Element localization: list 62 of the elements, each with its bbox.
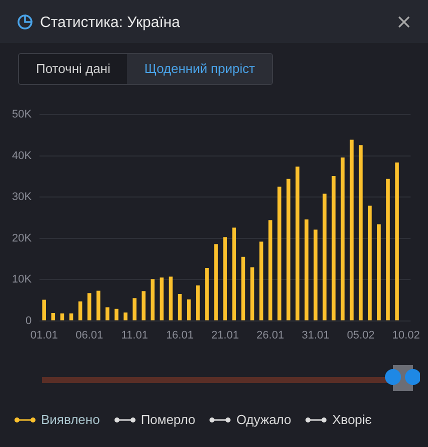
y-tick-label: 50K: [12, 108, 32, 121]
bar: [42, 300, 46, 320]
bar: [150, 279, 155, 320]
bar: [386, 178, 390, 320]
bar: [322, 194, 327, 320]
text: Поточні дані: [19, 54, 128, 84]
bar: [268, 220, 272, 320]
bar: [241, 256, 246, 320]
bar: [186, 299, 191, 320]
bar: [114, 308, 118, 320]
bar: [178, 294, 182, 320]
bar: [340, 157, 345, 320]
bar: [332, 176, 336, 320]
bar: [106, 307, 110, 320]
bar: [350, 140, 354, 320]
bar: [60, 313, 64, 320]
y-tick-label: 0: [25, 314, 32, 327]
x-tick-label: 11.01: [121, 329, 148, 342]
bar: [368, 206, 372, 320]
bar: [132, 298, 136, 320]
bar: [160, 278, 164, 320]
bar: [314, 230, 318, 320]
y-tick-label: 40K: [12, 150, 32, 162]
chart-title: Статистика: Україна: [40, 14, 180, 31]
bar: [277, 186, 282, 320]
y-tick-label: 30K: [12, 191, 32, 204]
bar: [124, 312, 128, 320]
bar: [296, 166, 300, 320]
bar: [168, 276, 173, 320]
bar: [51, 312, 56, 320]
x-tick-label: 10.02: [392, 329, 420, 342]
bar: [377, 224, 381, 320]
bar: [196, 285, 200, 320]
legend-label: Хворіє: [332, 412, 372, 427]
bar: [223, 237, 227, 320]
y-tick-label: 20K: [12, 232, 32, 244]
bar: [358, 145, 363, 320]
bar: [232, 228, 236, 320]
bar: [78, 301, 82, 320]
bar: [87, 293, 92, 320]
text: Щоденний приріст: [127, 54, 272, 84]
bar: [286, 178, 290, 320]
x-tick-label: 31.01: [302, 329, 330, 342]
legend-label: Померло: [140, 412, 196, 427]
bar: [96, 290, 100, 320]
x-tick-label: 21.01: [211, 329, 239, 342]
bar: [259, 242, 264, 320]
bar: [214, 244, 218, 320]
bar: [395, 162, 399, 320]
bar: [205, 268, 209, 320]
bar: [142, 291, 146, 320]
bar: [69, 313, 74, 320]
x-tick-label: 16.01: [166, 329, 194, 342]
legend-label: Одужало: [236, 412, 292, 427]
x-tick-label: 01.01: [30, 329, 58, 342]
x-tick-label: 26.01: [256, 329, 284, 342]
legend-label: Виявлено: [41, 412, 100, 427]
bar: [304, 219, 308, 320]
y-tick-label: 10K: [12, 274, 32, 286]
x-tick-label: 06.01: [76, 329, 104, 342]
bar: [250, 267, 254, 320]
x-tick-label: 05.02: [347, 329, 375, 342]
